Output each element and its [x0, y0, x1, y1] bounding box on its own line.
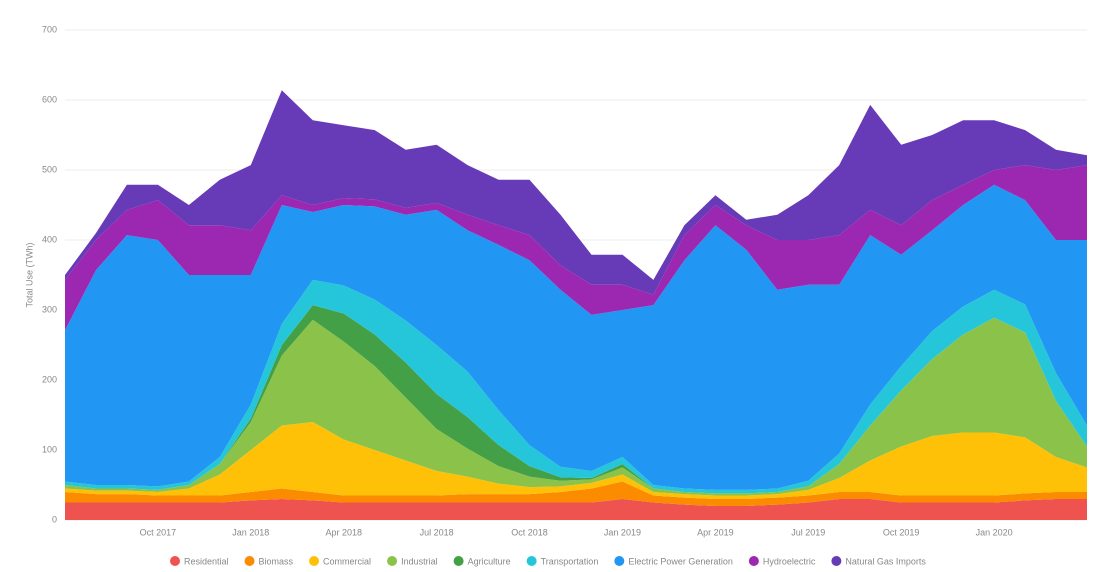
x-tick-label: Apr 2019 [697, 527, 734, 537]
legend-label: Natural Gas Imports [845, 556, 926, 566]
legend-marker [309, 556, 320, 566]
legend-marker [170, 556, 180, 566]
x-tick-label: Jan 2019 [604, 527, 641, 537]
y-tick-label: 600 [42, 94, 57, 104]
x-tick-label: Oct 2017 [140, 527, 177, 537]
legend-label: Biomass [259, 556, 294, 566]
y-tick-label: 200 [42, 374, 57, 384]
x-tick-label: Jul 2018 [420, 527, 454, 537]
x-tick-label: Jul 2019 [791, 527, 825, 537]
legend-label: Industrial [401, 556, 438, 566]
legend-label: Commercial [323, 556, 371, 566]
x-tick-label: Oct 2018 [511, 527, 548, 537]
legend-label: Transportation [541, 556, 599, 566]
area [65, 90, 1087, 295]
x-tick-label: Oct 2019 [883, 527, 920, 537]
y-tick-label: 300 [42, 304, 57, 314]
area [65, 165, 1087, 331]
x-tick-label: Jan 2018 [232, 527, 269, 537]
area [65, 279, 1087, 494]
area [65, 481, 1087, 506]
legend-label: Agriculture [468, 556, 511, 566]
legend-marker [244, 556, 255, 566]
area [65, 317, 1087, 496]
area [65, 499, 1087, 520]
x-tick-label: Jan 2020 [976, 527, 1013, 537]
y-tick-label: 100 [42, 444, 57, 454]
legend-marker [831, 556, 842, 566]
y-tick-label: 500 [42, 164, 57, 174]
legend-label: Electric Power Generation [628, 556, 733, 566]
area [65, 184, 1087, 490]
y-tick-label: 700 [42, 24, 57, 34]
legend-label: Hydroelectric [763, 556, 816, 566]
area [65, 422, 1087, 499]
legend-marker [614, 556, 625, 566]
y-axis-label: Total Use (TWh) [24, 242, 34, 307]
legend-marker [526, 556, 537, 566]
legend-label: Residential [184, 556, 229, 566]
y-tick-label: 0 [52, 514, 57, 524]
x-tick-label: Apr 2018 [325, 527, 362, 537]
legend: Residential Biomass Commercial Industrial Ag… [170, 556, 926, 566]
y-tick-label: 400 [42, 234, 57, 244]
legend-marker [453, 556, 464, 566]
legend-marker [387, 556, 398, 566]
legend-marker [748, 556, 759, 566]
